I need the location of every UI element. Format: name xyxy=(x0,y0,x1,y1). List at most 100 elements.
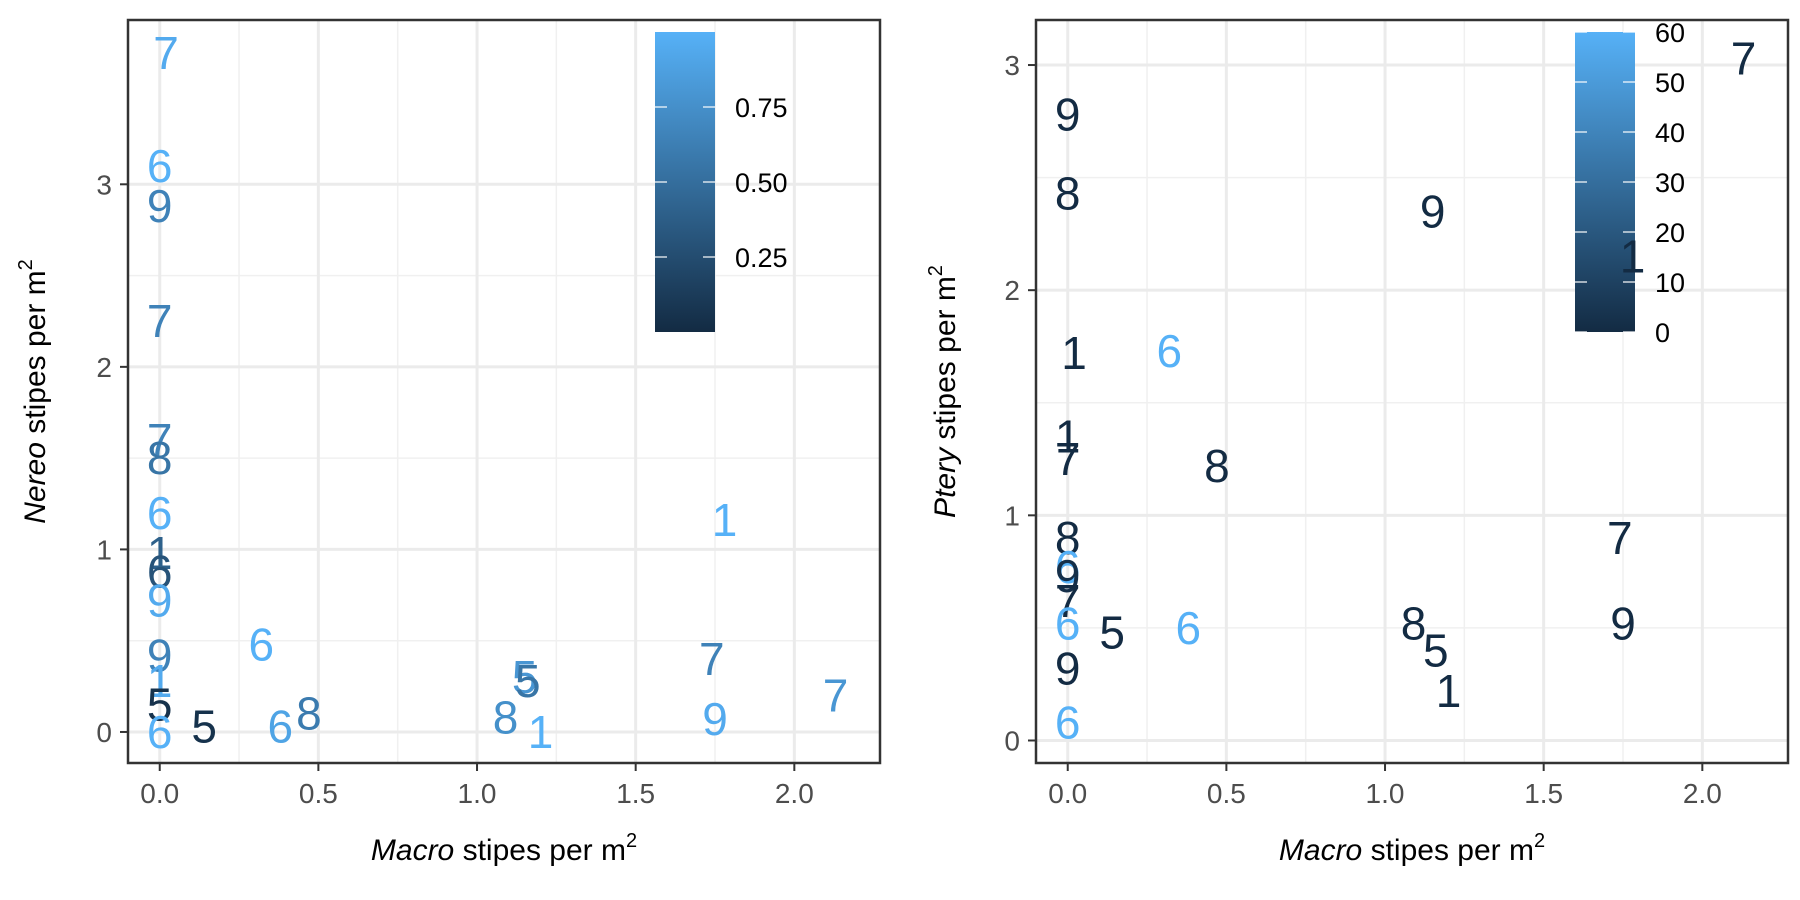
data-point-label: 5 xyxy=(1423,624,1449,676)
data-point-label: 9 xyxy=(147,180,173,232)
data-point-label: 7 xyxy=(1055,575,1081,627)
data-point-label: 6 xyxy=(1055,696,1081,748)
y-tick-label: 1 xyxy=(1004,500,1020,531)
data-point-label: 6 xyxy=(1156,325,1182,377)
colorbar-tick-label: 0 xyxy=(1655,318,1670,348)
y-tick-label: 3 xyxy=(96,169,112,200)
x-axis-title: Macro stipes per m2 xyxy=(371,830,637,867)
x-tick-label: 1.0 xyxy=(1366,778,1405,809)
data-point-label: 7 xyxy=(1731,32,1757,84)
y-axis-title: Ptery stipes per m2 xyxy=(925,265,962,518)
data-point-label: 5 xyxy=(515,655,541,707)
data-point-label: 7 xyxy=(147,295,173,347)
x-tick-label: 2.0 xyxy=(1683,778,1722,809)
x-tick-label: 0.5 xyxy=(299,778,338,809)
data-point-label: 6 xyxy=(1055,597,1081,649)
y-tick-label: 0 xyxy=(1004,725,1020,756)
colorbar-tick-label: 60 xyxy=(1655,18,1685,48)
data-point-label: 5 xyxy=(1099,606,1125,658)
y-tick-label: 0 xyxy=(96,717,112,748)
x-axis: 0.0 0.5 1.0 1.5 2.0 xyxy=(140,763,814,809)
data-point-label: 7 xyxy=(1607,512,1633,564)
data-point-label: 5 xyxy=(191,700,217,752)
colorbar-tick-label: 30 xyxy=(1655,168,1685,198)
plot-background xyxy=(1036,20,1788,763)
data-point-label: 9 xyxy=(147,575,173,627)
y-axis-title: Nereo stipes per m2 xyxy=(15,259,52,524)
data-point-label: 7 xyxy=(1055,433,1081,485)
x-tick-label: 0.5 xyxy=(1207,778,1246,809)
data-point-label: 1 xyxy=(147,527,173,579)
colorbar-tick-label: 10 xyxy=(1655,268,1685,298)
data-point-label: 6 xyxy=(1176,602,1202,654)
colorbar-legend: 0.25 0.50 0.75 xyxy=(655,32,788,332)
minor-gridlines xyxy=(128,20,880,763)
plot-border xyxy=(1034,18,1790,765)
data-point-label: 5 xyxy=(512,651,538,703)
data-point-label: 1 xyxy=(712,494,738,546)
plot-background xyxy=(128,20,880,763)
data-point-label: 6 xyxy=(248,618,274,670)
x-tick-label: 0.0 xyxy=(140,778,179,809)
data-point-label: 1 xyxy=(1061,327,1087,379)
colorbar-tick-label: 0.75 xyxy=(735,93,788,123)
data-point-label: 8 xyxy=(296,688,322,740)
data-point-label: 8 xyxy=(1055,512,1081,564)
data-point-label: 1 xyxy=(1620,230,1646,282)
x-tick-label: 0.0 xyxy=(1048,778,1087,809)
data-point-label: 7 xyxy=(153,27,179,79)
x-tick-label: 2.0 xyxy=(775,778,814,809)
y-tick-label: 2 xyxy=(96,352,112,383)
data-point-label: 1 xyxy=(147,655,173,707)
major-gridlines xyxy=(1036,20,1788,763)
data-point-label: 6 xyxy=(147,140,173,192)
data-point-label: 9 xyxy=(702,693,728,745)
x-tick-label: 1.5 xyxy=(1524,778,1563,809)
data-point-label: 9 xyxy=(1055,89,1081,141)
plot-border xyxy=(126,18,882,765)
y-axis: 0 1 2 3 xyxy=(1004,50,1036,756)
data-point-label: 9 xyxy=(1055,642,1081,694)
data-point-label: 9 xyxy=(147,629,173,681)
data-point-label: 9 xyxy=(1420,185,1446,237)
x-tick-label: 1.0 xyxy=(458,778,497,809)
colorbar-legend: 0 10 20 30 40 50 60 xyxy=(1575,18,1685,348)
data-point-label: 6 xyxy=(268,700,294,752)
colorbar-tick-label: 40 xyxy=(1655,118,1685,148)
data-point-label: 6 xyxy=(147,487,173,539)
major-gridlines xyxy=(128,20,880,763)
data-point-label: 7 xyxy=(147,414,173,466)
y-tick-label: 3 xyxy=(1004,50,1020,81)
data-point-label: 9 xyxy=(1055,550,1081,602)
data-point-label: 1 xyxy=(528,706,554,758)
x-axis: 0.0 0.5 1.0 1.5 2.0 xyxy=(1048,763,1722,809)
data-point-label: 8 xyxy=(1055,167,1081,219)
y-tick-label: 1 xyxy=(96,534,112,565)
colorbar-tick-label: 20 xyxy=(1655,218,1685,248)
data-point-label: 9 xyxy=(1610,597,1636,649)
data-point-label: 8 xyxy=(1204,440,1230,492)
x-tick-label: 1.5 xyxy=(616,778,655,809)
data-point-label: 8 xyxy=(493,691,519,743)
data-point-label: 1 xyxy=(1436,665,1462,717)
data-point-label: 5 xyxy=(147,679,173,731)
data-point-label: 6 xyxy=(147,706,173,758)
data-point-label: 7 xyxy=(823,669,849,721)
y-tick-label: 2 xyxy=(1004,275,1020,306)
data-point-label: 8 xyxy=(147,432,173,484)
colorbar-tick-label: 0.50 xyxy=(735,168,788,198)
data-point-label: 8 xyxy=(1401,597,1427,649)
data-point-label: 6 xyxy=(147,545,173,597)
x-axis-title: Macro stipes per m2 xyxy=(1279,830,1545,867)
data-point-label: 1 xyxy=(1055,411,1081,463)
data-point-label: 6 xyxy=(1055,541,1081,593)
colorbar-tick-label: 0.25 xyxy=(735,243,788,273)
data-point-label: 7 xyxy=(699,633,725,685)
y-axis: 0 1 2 3 xyxy=(96,169,128,748)
colorbar-tick-label: 50 xyxy=(1655,68,1685,98)
